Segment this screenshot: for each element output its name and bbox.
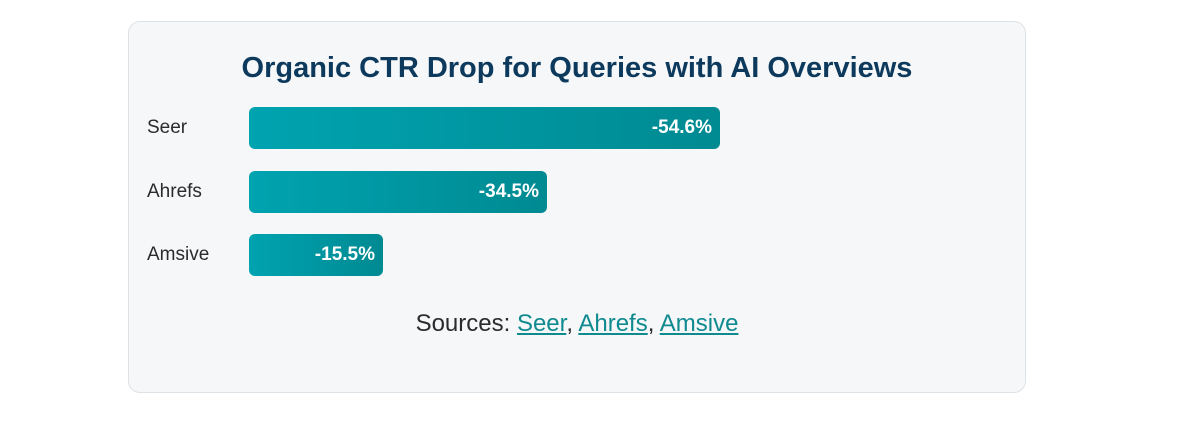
bar-category-label: Seer [147,117,188,138]
bar-row: Amsive -15.5% [129,234,1027,276]
sources-line: Sources: Seer, Ahrefs, Amsive [129,309,1025,339]
bar-chart: Seer -54.6% Ahrefs -34.5% Amsive -15.5% [129,22,1027,394]
bar-mark: -34.5% [249,170,547,213]
source-link-amsive[interactable]: Amsive [659,310,739,337]
source-link-seer[interactable]: Seer [516,310,567,337]
sources-separator: , [647,310,655,337]
bar-category-label: Amsive [147,244,210,265]
chart-title: Organic CTR Drop for Queries with AI Ove… [241,52,913,84]
sources-separator: , [566,310,573,337]
bar-category-label: Ahrefs [147,180,202,202]
bar-value-label: -34.5% [478,180,539,202]
sources-prefix: Sources: [415,310,511,337]
bar-value-label: -15.5% [314,244,375,265]
bar-value-label: -54.6% [651,117,712,138]
bar-mark: -54.6% [249,107,720,149]
chart-card: Organic CTR Drop for Queries with AI Ove… [128,21,1026,393]
source-link-ahrefs[interactable]: Ahrefs [578,310,648,337]
bar-mark: -15.5% [249,234,383,276]
bar-row: Seer -54.6% [129,107,1027,149]
bar-row: Ahrefs -34.5% [129,170,1027,213]
